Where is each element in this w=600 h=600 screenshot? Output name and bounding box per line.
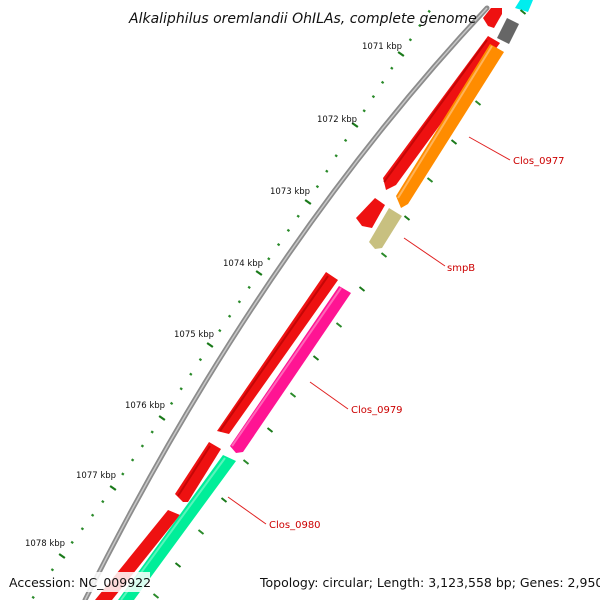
inner-tick [242, 459, 250, 465]
minor-tick [130, 458, 135, 462]
tick-label: 1071 kbp [362, 42, 402, 52]
backbone-highlight [84, 7, 488, 600]
map-title: Alkaliphilus oremlandii OhILAs, complete… [128, 11, 477, 27]
feature-clos-0980[interactable] [118, 455, 236, 600]
inner-tick [474, 100, 482, 106]
minor-tick [140, 444, 145, 448]
feature-clos-0979[interactable] [230, 286, 351, 453]
minor-tick [169, 401, 174, 406]
forward-strand-features [95, 8, 502, 600]
major-tick [255, 270, 263, 276]
minor-tick [31, 595, 35, 600]
minor-tick [371, 94, 376, 99]
inner-tick [403, 215, 411, 221]
label-clos-0980: Clos_0980 [269, 520, 321, 531]
minor-tick [276, 242, 281, 247]
minor-tick [198, 357, 203, 362]
callout-line-clos-0977 [468, 136, 511, 161]
tick-label: 1078 kbp [25, 539, 65, 549]
tick-label: 1076 kbp [125, 401, 165, 411]
accession-text: Accession: NC_009922 [9, 575, 151, 590]
inner-tick [358, 286, 366, 292]
forward-cds-feature[interactable] [356, 198, 385, 228]
minor-tick [101, 499, 105, 504]
minor-tick [390, 66, 394, 70]
minor-tick [80, 527, 85, 531]
inner-ticks [152, 9, 527, 599]
callout-line-clos-0979 [309, 381, 349, 410]
major-tick [206, 342, 214, 348]
minor-tick [325, 169, 329, 173]
major-tick [109, 485, 117, 491]
minor-tick [150, 430, 154, 434]
inner-tick [426, 177, 434, 183]
inner-tick [220, 497, 228, 503]
tick-label: 1072 kbp [317, 115, 357, 125]
callout-line-clos-0980 [227, 496, 267, 525]
forward-cds-feature[interactable] [175, 442, 221, 502]
minor-tick [218, 328, 222, 333]
minor-tick [418, 23, 422, 28]
forward-cds-feature[interactable] [483, 8, 502, 28]
inner-tick [335, 322, 343, 328]
inner-tick [380, 252, 388, 258]
minor-tick [296, 214, 300, 218]
kbp-scale [31, 9, 431, 600]
feature-clos-0977[interactable] [396, 44, 504, 208]
footer-backdrop-right [255, 572, 595, 592]
tick-label: 1077 kbp [76, 471, 116, 481]
forward-cds-feature[interactable] [383, 36, 500, 190]
tick-label: 1073 kbp [270, 187, 310, 197]
minor-tick [343, 138, 348, 143]
minor-tick [362, 109, 366, 113]
inner-tick [266, 427, 274, 433]
tick-label: 1074 kbp [223, 259, 263, 269]
summary-text: Topology: circular; Length: 3,123,558 bp… [259, 575, 600, 590]
inner-tick [197, 529, 205, 535]
inner-tick [312, 355, 320, 361]
forward-cds-shade [177, 39, 488, 497]
feature-gray[interactable] [497, 18, 519, 44]
minor-tick [121, 472, 125, 476]
major-tick [58, 553, 66, 559]
minor-tick [179, 387, 183, 391]
inner-tick [450, 139, 458, 145]
minor-tick [267, 257, 271, 261]
minor-tick [286, 228, 291, 233]
footer-backdrop-left [4, 572, 150, 592]
label-clos-0977: Clos_0977 [513, 156, 565, 167]
inner-tick [174, 562, 182, 568]
minor-tick [189, 372, 193, 376]
major-tick [304, 199, 312, 205]
feature-smpb[interactable] [369, 208, 402, 249]
inner-tick [289, 392, 297, 398]
minor-tick [50, 568, 55, 572]
feature-callouts [227, 136, 511, 525]
minor-tick [70, 540, 74, 545]
inner-tick [519, 9, 527, 15]
genome-backbone [82, 5, 490, 600]
label-smpb: smpB [447, 263, 475, 274]
feature-cyan[interactable] [515, 0, 533, 12]
tick-label: 1075 kbp [174, 330, 214, 340]
minor-tick [315, 184, 320, 189]
major-tick [397, 51, 405, 57]
major-tick [351, 122, 359, 128]
minor-tick [334, 154, 338, 158]
major-tick [158, 415, 166, 421]
minor-tick [380, 80, 385, 85]
minor-tick [408, 38, 413, 42]
label-clos-0979: Clos_0979 [351, 405, 403, 416]
minor-tick [247, 285, 251, 290]
callout-line-smpb [403, 237, 446, 267]
reverse-strand-features [118, 0, 533, 600]
minor-tick [227, 314, 232, 318]
minor-tick [90, 513, 95, 517]
minor-tick [237, 300, 242, 304]
inner-tick [152, 593, 160, 599]
minor-tick [427, 9, 431, 14]
